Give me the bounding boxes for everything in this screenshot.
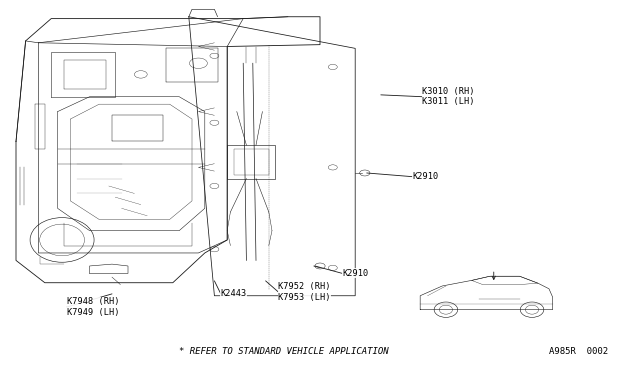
Text: K2910: K2910: [413, 172, 439, 181]
Circle shape: [210, 53, 219, 58]
Text: K2910: K2910: [342, 269, 369, 278]
Text: K2443: K2443: [221, 289, 247, 298]
Circle shape: [210, 247, 219, 252]
Bar: [227, 145, 275, 179]
Bar: [234, 149, 269, 175]
Circle shape: [328, 165, 337, 170]
Text: * REFER TO STANDARD VEHICLE APPLICATION: * REFER TO STANDARD VEHICLE APPLICATION: [179, 347, 389, 356]
Text: A985R  0002: A985R 0002: [549, 347, 608, 356]
Text: K7948 (RH)
K7949 (LH): K7948 (RH) K7949 (LH): [67, 297, 120, 317]
Text: K7952 (RH)
K7953 (LH): K7952 (RH) K7953 (LH): [278, 282, 331, 302]
Text: K3010 (RH)
K3011 (LH): K3010 (RH) K3011 (LH): [422, 87, 475, 106]
Circle shape: [328, 265, 337, 270]
Circle shape: [328, 64, 337, 70]
Circle shape: [210, 120, 219, 125]
Circle shape: [210, 183, 219, 189]
